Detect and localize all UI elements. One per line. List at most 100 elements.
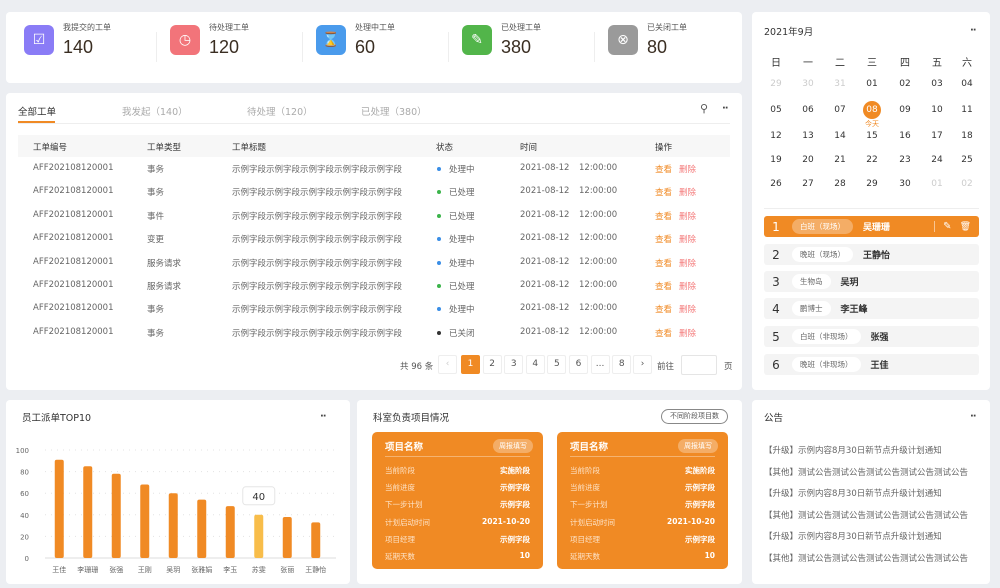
calendar-day[interactable]: 19 (770, 155, 782, 165)
notice-item[interactable]: 【其他】测试公告测试公告测试公告测试公告测试公告 (764, 510, 969, 521)
more-icon[interactable]: ·· (722, 103, 729, 114)
chart-more-icon[interactable]: ·· (320, 411, 327, 422)
stat-1[interactable]: ◷ 待处理工单 120 (170, 20, 249, 60)
project-card[interactable]: 项目名称 周报填写 当前阶段 实施阶段 当前进度 示例字段 下一步计划 示例字段 计划启动时间 2… (372, 432, 543, 569)
calendar-day[interactable]: 16 (899, 131, 911, 141)
delete-link[interactable]: 删除 (679, 165, 697, 175)
calendar-day[interactable]: 03 (931, 79, 943, 89)
tab-1[interactable]: 我发起（140） (122, 107, 188, 118)
notice-item[interactable]: 【其他】测试公告测试公告测试公告测试公告测试公告 (764, 467, 969, 478)
duty-item[interactable]: 4 鹏博士 李王峰 (764, 298, 979, 319)
calendar-day[interactable]: 10 (931, 105, 943, 115)
calendar-day[interactable]: 06 (802, 105, 814, 115)
calendar-day[interactable]: 07 (834, 105, 846, 115)
page-button[interactable]: 6 (569, 355, 588, 374)
calendar-day[interactable]: 30 (899, 179, 911, 189)
view-link[interactable]: 查看 (655, 165, 673, 175)
bar[interactable] (168, 493, 178, 558)
notice-item[interactable]: 【升级】示例内容8月30日新节点升级计划通知 (764, 489, 942, 499)
calendar-day[interactable]: 18 (961, 131, 973, 141)
bar[interactable] (54, 459, 64, 558)
page-button[interactable]: 1 (461, 355, 480, 374)
calendar-day[interactable]: 05 (770, 105, 782, 115)
bar[interactable] (254, 514, 264, 558)
calendar-day[interactable]: 30 (802, 79, 814, 89)
page-button[interactable]: 3 (504, 355, 524, 374)
delete-link[interactable]: 删除 (679, 235, 697, 246)
calendar-day[interactable]: 21 (834, 155, 846, 165)
bar[interactable] (140, 484, 150, 558)
weekly-report-button[interactable]: 周报填写 (493, 439, 533, 453)
duty-item[interactable]: 1 白班（现场） 吴珊珊 ✎ 🗑 (764, 216, 979, 237)
tab-0[interactable]: 全部工单 (18, 107, 57, 118)
calendar-day[interactable]: 29 (770, 79, 782, 89)
calendar-day[interactable]: 12 (770, 131, 782, 141)
calendar-day[interactable]: 25 (961, 155, 973, 165)
calendar-day[interactable]: 01 (866, 79, 878, 89)
view-link[interactable]: 查看 (655, 211, 673, 222)
bar[interactable] (111, 473, 121, 558)
calendar-day[interactable]: 02 (961, 179, 973, 189)
bar[interactable] (225, 506, 235, 558)
calendar-day[interactable]: 17 (931, 131, 943, 141)
next-page-button[interactable]: › (633, 355, 652, 374)
delete-link[interactable]: 删除 (679, 305, 697, 316)
calendar-more-icon[interactable]: ·· (970, 25, 977, 36)
page-button[interactable]: 8 (612, 355, 632, 374)
bar[interactable] (311, 522, 321, 558)
duty-item[interactable]: 6 晚班（非现场） 王佳 (764, 354, 979, 375)
view-link[interactable]: 查看 (655, 235, 673, 246)
project-card[interactable]: 项目名称 周报填写 当前阶段 实施阶段 当前进度 示例字段 下一步计划 示例字段 计划启动时间 2… (557, 432, 728, 569)
duty-item[interactable]: 2 晚班（现场） 王静怡 (764, 244, 979, 265)
delete-link[interactable]: 删除 (679, 188, 697, 199)
page-button[interactable]: 5 (547, 355, 567, 374)
calendar-day[interactable]: 26 (770, 179, 782, 189)
bar[interactable] (83, 466, 93, 558)
prev-page-button[interactable]: ‹ (438, 355, 457, 374)
trash-icon[interactable]: 🗑 (959, 221, 971, 232)
duty-item[interactable]: 5 白班（非现场） 张强 (764, 326, 979, 347)
delete-link[interactable]: 删除 (679, 328, 697, 339)
delete-link[interactable]: 删除 (679, 282, 697, 292)
tab-3[interactable]: 已处理（380） (361, 107, 427, 118)
calendar-day[interactable]: 02 (899, 79, 911, 89)
view-link[interactable]: 查看 (655, 258, 673, 269)
calendar-day[interactable]: 27 (802, 179, 814, 189)
calendar-day[interactable]: 29 (866, 179, 878, 189)
edit-icon[interactable]: ✎ (934, 221, 952, 232)
calendar-day[interactable]: 04 (961, 79, 973, 89)
bar[interactable] (197, 499, 207, 558)
calendar-day[interactable]: 09 (899, 105, 911, 115)
calendar-day[interactable]: 15 (866, 131, 878, 141)
goto-page-input[interactable] (681, 355, 717, 375)
weekly-report-button[interactable]: 周报填写 (678, 439, 718, 453)
stat-2[interactable]: ⌛ 处理中工单 60 (316, 20, 395, 60)
notice-item[interactable]: 【升级】示例内容8月30日新节点升级计划通知 (764, 446, 942, 456)
stage-count-button[interactable]: 不同阶段项目数 (661, 409, 728, 424)
page-button[interactable]: ... (590, 355, 610, 374)
page-button[interactable]: 2 (482, 355, 502, 374)
notice-item[interactable]: 【升级】示例内容8月30日新节点升级计划通知 (764, 532, 942, 542)
delete-link[interactable]: 删除 (679, 211, 697, 222)
view-link[interactable]: 查看 (655, 328, 673, 339)
calendar-day[interactable]: 01 (931, 179, 943, 189)
calendar-day-today[interactable]: 08 (863, 101, 881, 119)
filter-icon[interactable]: ⚲ (700, 102, 709, 115)
stat-4[interactable]: ⊗ 已关闭工单 80 (608, 20, 687, 60)
view-link[interactable]: 查看 (655, 188, 673, 199)
tab-2[interactable]: 待处理（120） (247, 107, 313, 118)
calendar-day[interactable]: 28 (834, 179, 846, 189)
stat-0[interactable]: ☑ 我提交的工单 140 (24, 20, 111, 60)
calendar-day[interactable]: 31 (834, 79, 846, 89)
calendar-day[interactable]: 13 (802, 131, 814, 141)
bar[interactable] (282, 516, 292, 558)
calendar-day[interactable]: 14 (834, 131, 846, 141)
view-link[interactable]: 查看 (655, 305, 673, 316)
duty-item[interactable]: 3 生物岛 吴玥 (764, 271, 979, 292)
notice-item[interactable]: 【其他】测试公告测试公告测试公告测试公告测试公告 (764, 553, 969, 564)
calendar-day[interactable]: 23 (899, 155, 911, 165)
calendar-day[interactable]: 24 (931, 155, 943, 165)
calendar-day[interactable]: 11 (961, 105, 973, 115)
page-button[interactable]: 4 (525, 355, 545, 374)
calendar-day[interactable]: 20 (802, 155, 814, 165)
